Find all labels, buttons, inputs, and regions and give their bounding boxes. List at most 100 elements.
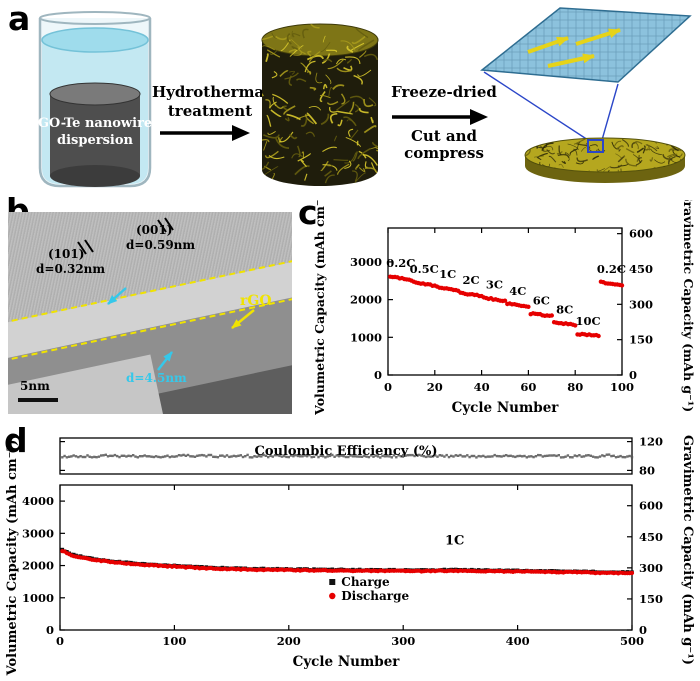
x-axis-title: Cycle Number [293,654,401,670]
y-right-tick-label: 450 [629,262,653,276]
x-tick-label: 100 [162,634,186,648]
y-right-tick-label: 600 [629,227,653,241]
cylinder-network-texture [262,24,378,184]
left-axis-title: Volumetric Capacity (mAh cm⁻³) [312,200,327,416]
x-tick-label: 0 [56,634,64,648]
x-axis-title: Cycle Number [452,400,560,416]
beaker-label-line1: GO-Te nanowire [37,116,153,131]
lattice-001-label: (001) [136,223,173,237]
y-right-tick-label: 150 [629,333,653,347]
nanowire-arrow-2 [575,28,621,46]
callout-line-left [483,71,589,141]
y-left-tick-label: 0 [374,368,382,382]
hydrothermal-text: Hydrothermal [152,83,270,101]
left-axis-title: Volumetric Capacity (mAh cm⁻³) [5,440,20,677]
x-tick-label: 0 [384,380,392,394]
x-tick-label: 100 [610,380,634,394]
panel-d-label: d [4,421,28,460]
lattice-001-spacing: d=0.59nm [126,238,196,252]
x-tick-label: 60 [520,380,536,394]
lattice-101-mark [84,239,94,253]
x-tick-label: 300 [391,634,415,648]
callout-line-right [601,83,619,141]
y-right-tick-label: 150 [639,592,663,606]
rate-label: 1C [439,267,456,281]
y-left-tick-label: 0 [46,623,54,637]
lattice-101-spacing: d=0.32nm [36,262,106,276]
y-left-tick-label: 3000 [22,526,54,540]
rate-label: 10C [575,314,600,328]
beaker-illustration [38,11,152,188]
rate-label: 3C [486,278,503,292]
lattice-101-label: (101) [48,247,85,261]
panel-c-label: c [298,193,318,232]
cycling-stability-chart: 80 120 Coulombic Efficiency (%) 0 100 200 300 4… [5,435,695,677]
y-right-tick-label: 0 [629,368,637,382]
y-left-tick-label: 1000 [22,591,54,605]
rgo-label: rGO [240,293,272,309]
dispersion-cylinder-body [50,94,140,176]
capacity-frame [59,484,633,631]
arrow-2-icon [392,109,488,125]
liquid-surface [41,27,149,53]
dispersion-cylinder-top [49,82,141,106]
right-axis-title: Gravimetric Capacity (mAh g⁻¹) [681,200,696,412]
ce-title: Coulombic Efficiency (%) [254,444,437,459]
arrow-1-icon [160,125,250,141]
scale-bar-label: 5nm [20,379,50,393]
rate-capability-chart: 0 20 40 60 80 10001000200030000150300450600Cy… [312,200,696,416]
plot-frame [387,227,623,376]
y-right-tick-label: 300 [639,561,663,575]
graphene-sheet-texture [482,8,690,82]
rate-label: 0.5C [410,262,439,276]
cylinder-body [262,24,378,186]
y-left-tick-label: 4000 [22,494,54,508]
x-tick-label: 400 [506,634,530,648]
tem-annotation-arrows [77,217,255,371]
y-left-tick-label: 3000 [350,255,382,269]
dispersion-cylinder-bottom [50,165,140,187]
cut-compress-text: Cut and compress [404,127,484,162]
rate-label: 6C [533,294,550,308]
zoom-region-box [587,139,604,153]
tem-image: (101) d=0.32nm (001) d=0.59nm rGO d=4.5n… [8,212,292,414]
legend-charge-label: Charge [341,575,390,589]
beaker-label-line2: dispersion [57,133,133,148]
discharge-series [60,549,635,576]
lattice-101-mark [77,241,87,255]
right-axis-title: Gravimetric Capacity (mAh g⁻¹) [680,435,695,665]
rate-label: 8C [556,303,573,317]
rate-label: 2C [462,273,479,287]
hydrogel-cylinder-illustration [261,23,379,186]
lattice-001-mark [164,217,174,231]
nanowire-arrow-1 [527,36,569,54]
y-right-tick-label: 300 [629,297,653,311]
x-tick-label: 500 [620,634,644,648]
y-left-tick-label: 2000 [350,293,382,307]
nanowire-arrow-3 [547,53,595,68]
rate-annotation: 1C [445,534,464,549]
y-right-tick-label: 600 [639,499,663,513]
legend-charge-marker [329,579,336,585]
treatment-text: treatment [167,102,253,120]
rate-label: 4C [509,284,526,298]
y-left-tick-label: 1000 [350,330,382,344]
cyan-arrow-2-icon [157,351,173,371]
sheet-and-disk-illustration [480,7,692,183]
beaker-rim [39,11,151,25]
panel-a-label: a [8,0,31,38]
y-left-tick-label: 2000 [22,559,54,573]
y-right-tick-label: 450 [639,530,663,544]
rate-label: 0.2C [386,256,415,270]
scale-bar [18,398,58,402]
x-tick-label: 200 [277,634,301,648]
x-tick-label: 80 [567,380,583,394]
disk-side [525,155,685,183]
legend-discharge-label: Discharge [341,589,409,603]
x-tick-label: 40 [474,380,490,394]
y-right-tick-label: 0 [639,623,647,637]
ce-tick-label: 120 [639,435,663,449]
legend-discharge-marker [329,592,336,600]
arrow-head [232,125,250,141]
